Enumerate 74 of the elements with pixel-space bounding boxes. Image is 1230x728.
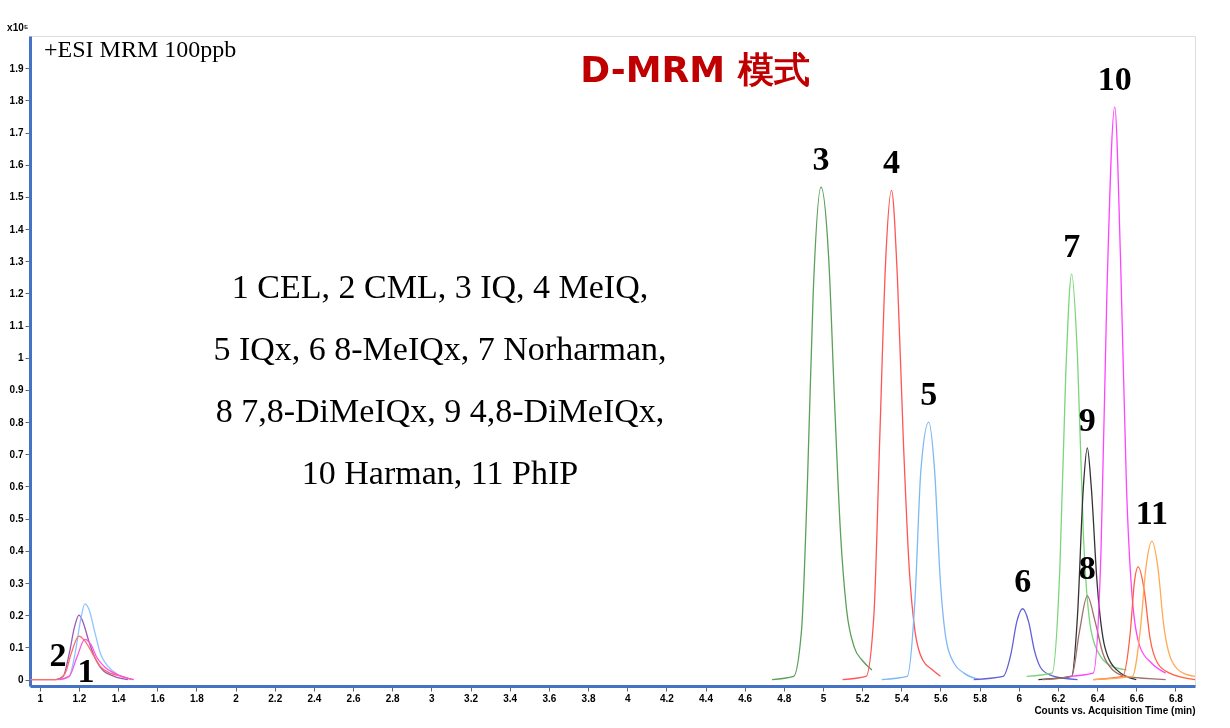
x-tick-label: 1.2 (72, 692, 87, 704)
y-tick-label: 0.5 (9, 513, 24, 525)
x-tick-label: 4.8 (777, 692, 792, 704)
annotation: 5 IQx, 6 8-MeIQx, 7 Norharman, (213, 330, 667, 367)
y-tick-label: 1.4 (9, 223, 24, 235)
y-tick-label: 1.5 (9, 191, 24, 203)
annotation: 8 7,8-DiMeIQx, 9 4,8-DiMeIQx, (215, 392, 665, 429)
x-tick-label: 1.8 (189, 692, 205, 704)
y-tick-label: 0 (17, 674, 24, 686)
annotation: 10 Harman, 11 PhIP (301, 454, 579, 491)
y-axis-title: x10⁵ (7, 21, 29, 33)
y-tick-label: 0.7 (9, 448, 24, 460)
y-tick-label: 1.7 (9, 127, 24, 139)
x-tick-label: 2.4 (307, 692, 322, 704)
annotation: +ESI MRM 100ppb (44, 36, 237, 62)
y-tick-label: 0.4 (9, 545, 24, 557)
x-tick-label: 3.2 (464, 692, 479, 704)
x-tick-label: 3.6 (542, 692, 557, 704)
y-tick-label: 0.3 (9, 577, 24, 589)
y-tick-label: 1 (17, 352, 24, 364)
y-tick-label: 1.3 (9, 255, 24, 267)
annotation: 5 (920, 375, 938, 413)
x-tick-label: 3.4 (503, 692, 518, 704)
x-tick-label: 2.8 (385, 692, 401, 704)
x-tick-label: 6.8 (1168, 692, 1184, 704)
x-tick-label: 6.6 (1129, 692, 1145, 704)
line-series (1037, 447, 1137, 681)
y-tick-label: 1.8 (9, 94, 24, 106)
x-tick-label: 2 (233, 692, 240, 704)
x-tick-label: 5.2 (855, 692, 871, 704)
x-tick-label: 5.4 (894, 692, 910, 704)
annotation: 6 (1014, 561, 1032, 599)
y-tick-label: 0.1 (9, 641, 24, 653)
annotation: 7 (1063, 227, 1081, 265)
annotation: 2 (49, 636, 67, 673)
x-tick-label: 2.6 (346, 692, 361, 704)
x-tick-label: 5 (820, 692, 827, 704)
line-series (771, 186, 873, 681)
x-tick-label: 3.8 (581, 692, 596, 704)
y-tick-label: 1.6 (9, 159, 24, 171)
annotation: 1 CEL, 2 CML, 3 IQ, 4 MeIQ, (231, 268, 649, 305)
annotation: 4 (883, 143, 901, 181)
annotation: 9 (1078, 400, 1096, 438)
line-series (1041, 595, 1167, 681)
x-tick-label: 5.8 (973, 692, 988, 704)
x-tick-label: 6 (1016, 692, 1023, 704)
x-tick-label: 5.6 (934, 692, 949, 704)
annotation: 3 (812, 140, 830, 178)
x-tick-label: 2.2 (268, 692, 283, 704)
x-tick-label: 4.6 (738, 692, 753, 704)
y-tick-label: 1.1 (9, 320, 24, 332)
x-tick-label: 1 (37, 692, 44, 704)
y-tick-label: 0.8 (9, 416, 24, 428)
y-tick-label: 0.6 (9, 481, 24, 492)
y-tick-label: 0.9 (9, 384, 24, 396)
line-series (973, 608, 1079, 681)
annotation: 11 (1135, 494, 1168, 532)
line-series (841, 189, 942, 681)
x-tick-label: 4.4 (699, 692, 714, 704)
x-tick-label: 4.2 (659, 692, 675, 704)
y-tick-label: 1.9 (9, 62, 24, 74)
x-axis-title: Counts vs. Acquisition Time (min) (1034, 704, 1196, 716)
x-tick-label: 6.2 (1051, 692, 1066, 704)
x-tick-label: 4 (624, 692, 631, 704)
y-tick-label: 1.2 (9, 287, 24, 299)
x-tick-label: 3 (429, 692, 436, 704)
chart-title: D-MRM 模式 (580, 49, 810, 90)
y-tick-label: 0.2 (9, 609, 24, 621)
line-series (881, 421, 981, 681)
x-tick-label: 6.4 (1090, 692, 1105, 704)
x-tick-label: 1.6 (150, 692, 166, 704)
annotation: 8 (1078, 548, 1096, 586)
x-tick-label: 1.4 (111, 692, 126, 704)
annotation: 10 (1097, 59, 1132, 97)
